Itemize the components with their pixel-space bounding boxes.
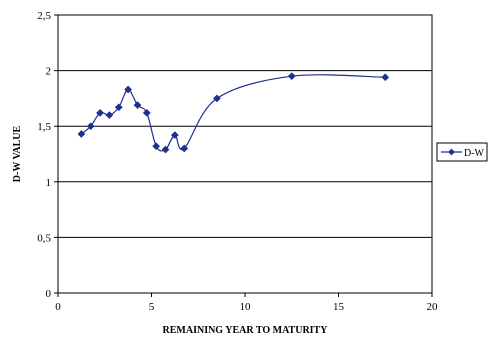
legend-marker-diamond-icon [448,148,455,156]
y-axis-ticks: 0 0,5 1 1,5 2 2,5 [37,10,58,300]
legend-label: D-W [464,148,485,159]
data-point-marker [381,73,390,82]
data-point-marker [105,111,114,120]
x-axis-title: REMAINING YEAR TO MATURITY [163,325,329,336]
legend: D-W [436,142,488,162]
y-tick-label: 0,5 [37,232,51,244]
data-point-marker [170,131,179,140]
x-axis-ticks: 0 5 10 15 20 [55,293,438,313]
gridlines [58,70,432,238]
series-layer [77,72,390,154]
x-tick-label: 5 [149,301,155,313]
data-point-marker [180,144,189,153]
data-point-marker [96,108,105,117]
data-point-marker [133,101,142,110]
data-point-marker [124,85,133,94]
x-tick-label: 10 [240,301,252,313]
data-point-marker [114,103,123,112]
y-tick-label: 1,5 [37,121,51,133]
data-point-marker [161,145,170,154]
series-line-0 [80,74,386,152]
y-tick-label: 1 [46,177,52,189]
data-point-marker [142,108,151,117]
x-tick-label: 0 [55,301,61,313]
y-tick-label: 2,5 [37,10,51,22]
y-tick-label: 2 [46,66,52,78]
y-axis-title: D-W VALUE [12,125,23,182]
data-point-marker [212,94,221,103]
x-tick-label: 15 [333,301,345,313]
data-point-marker [287,72,296,81]
data-point-marker [86,122,95,131]
data-point-marker [77,130,86,138]
y-tick-label: 0 [46,288,52,300]
data-point-marker [152,142,161,151]
x-tick-label: 20 [427,301,439,313]
plot-area [57,14,433,294]
